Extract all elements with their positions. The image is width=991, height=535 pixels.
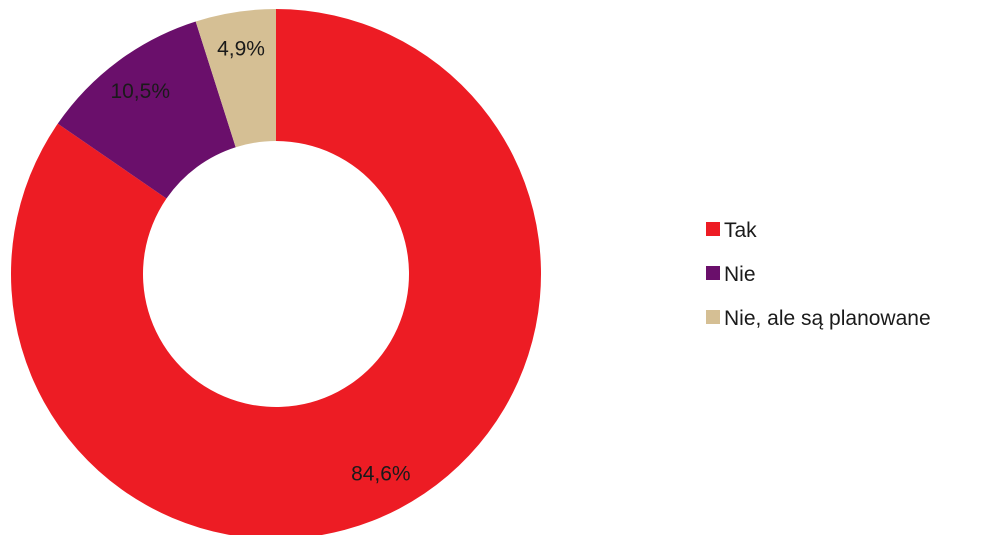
slice-label-1: 84,6%: [351, 463, 411, 486]
legend-swatch-1: [706, 222, 720, 236]
donut-slice-1: [11, 9, 541, 535]
legend-label-3: Nie, ale są planowane: [724, 307, 931, 330]
slice-labels: 84,6% 10,5% 4,9%: [110, 38, 410, 486]
donut-slices: [11, 9, 541, 535]
slice-label-2: 10,5%: [110, 80, 170, 103]
donut-slice-3: [195, 9, 276, 148]
donut-slice-2: [57, 21, 236, 199]
legend: Tak Nie Nie, ale są planowane: [706, 219, 931, 330]
legend-label-2: Nie: [724, 263, 756, 286]
legend-swatch-2: [706, 266, 720, 280]
slice-label-3: 4,9%: [217, 38, 265, 61]
legend-label-1: Tak: [724, 219, 757, 242]
legend-swatch-3: [706, 310, 720, 324]
